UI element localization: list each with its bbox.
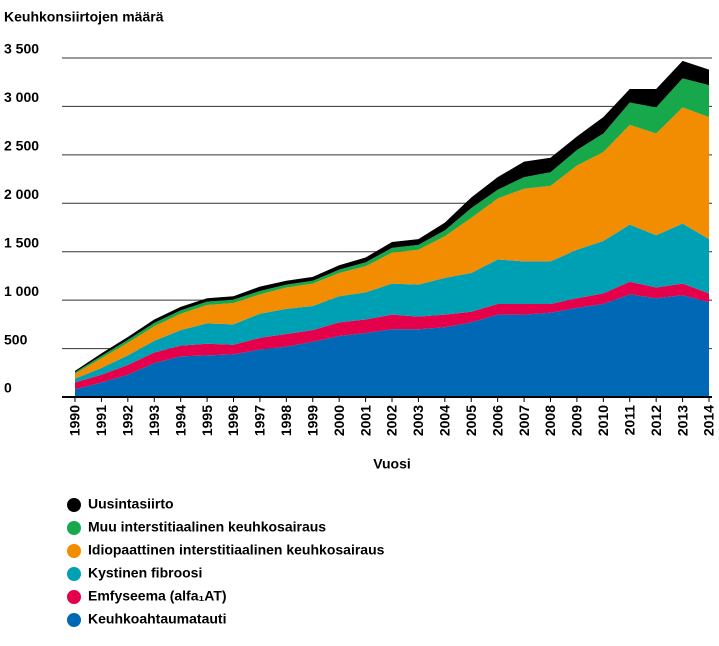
x-axis-title: Vuosi — [373, 456, 411, 472]
y-tick-label: 3 500 — [4, 41, 39, 57]
y-tick-label: 3 000 — [4, 89, 39, 105]
y-tick-label: 0 — [4, 380, 12, 396]
x-tick-label: 2011 — [621, 405, 637, 436]
legend-label: Muu interstitiaalinen keuhkosairaus — [88, 519, 326, 535]
area — [75, 60, 709, 373]
area — [75, 223, 709, 383]
legend-label: Keuhkoahtaumatauti — [88, 611, 226, 627]
y-axis-title: Keuhkonsiirtojen määrä — [4, 9, 164, 25]
x-tick-label: 2009 — [569, 405, 585, 436]
x-tick-label: 1998 — [278, 405, 294, 436]
x-tick-label: 1994 — [172, 405, 188, 436]
area — [75, 107, 709, 379]
legend-marker — [67, 613, 81, 627]
x-tick-label: 2001 — [357, 405, 373, 436]
x-tick-label: 1990 — [67, 405, 83, 436]
legend-marker — [67, 498, 81, 512]
x-tick-label: 1991 — [93, 405, 109, 436]
x-tick-label: 1993 — [146, 405, 162, 436]
legend-label: Uusintasiirto — [88, 496, 174, 512]
x-tick-label: 1992 — [120, 405, 136, 436]
legend-label: Kystinen fibroosi — [88, 565, 202, 581]
x-tick-label: 2000 — [331, 405, 347, 436]
x-tick-label: 2005 — [463, 405, 479, 436]
area — [75, 294, 709, 397]
x-tick-label: 2010 — [595, 405, 611, 436]
legend-marker — [67, 567, 81, 581]
y-tick-label: 1 000 — [4, 283, 39, 299]
y-tick-label: 2 500 — [4, 138, 39, 154]
x-tick-label: 1996 — [225, 405, 241, 436]
legend-label: Emfyseema (alfa₁AT) — [88, 588, 227, 604]
legend-marker — [67, 590, 81, 604]
x-tick-label: 2013 — [674, 405, 690, 436]
x-tick-label: 2008 — [542, 405, 558, 436]
x-tick-label: 2004 — [437, 405, 453, 436]
x-tick-label: 1995 — [199, 405, 215, 436]
area — [75, 78, 709, 374]
x-tick-label: 2003 — [410, 405, 426, 436]
y-tick-label: 1 500 — [4, 234, 39, 250]
legend-marker — [67, 544, 81, 558]
x-tick-label: 2007 — [516, 405, 532, 436]
legend-marker — [67, 521, 81, 535]
x-tick-label: 2002 — [384, 405, 400, 436]
x-tick-label: 2006 — [489, 405, 505, 436]
x-tick-label: 2014 — [701, 405, 717, 436]
y-tick-label: 500 — [4, 331, 28, 347]
y-tick-label: 2 000 — [4, 186, 39, 202]
x-tick-label: 2012 — [648, 405, 664, 436]
x-tick-label: 1999 — [304, 405, 320, 436]
x-tick-label: 1997 — [252, 405, 268, 436]
legend-label: Idiopaattinen interstitiaalinen keuhkosa… — [88, 542, 385, 558]
area — [75, 281, 709, 390]
